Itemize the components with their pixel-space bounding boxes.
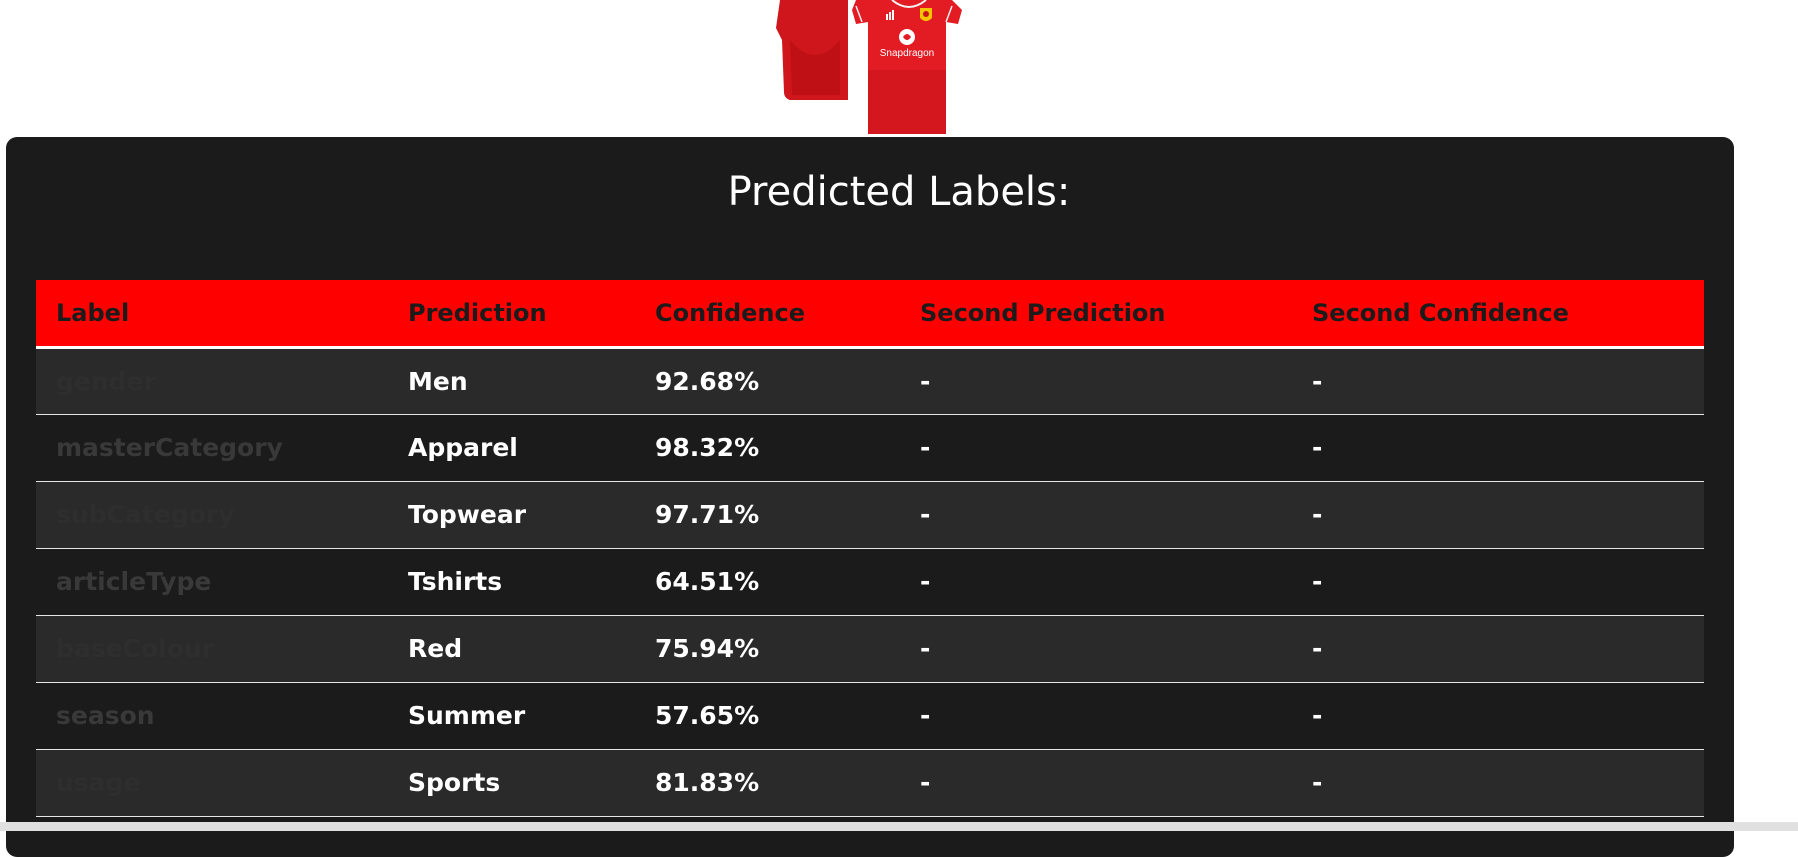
second-confidence-cell: -: [1312, 433, 1323, 462]
label-cell: subCategory: [56, 500, 235, 529]
brand-logo-icon: [886, 10, 894, 20]
column-header-second-confidence: Second Confidence: [1292, 280, 1704, 349]
column-header-label: Label: [36, 280, 388, 349]
second-confidence-cell: -: [1312, 366, 1323, 396]
label-cell: gender: [56, 366, 156, 396]
confidence-cell: 75.94%: [655, 634, 760, 663]
confidence-cell: 57.65%: [655, 701, 760, 730]
second-prediction-cell: -: [920, 701, 931, 730]
prediction-cell: Red: [408, 634, 463, 663]
second-prediction-cell: -: [920, 500, 931, 529]
second-prediction-cell: -: [920, 433, 931, 462]
sponsor-text: Snapdragon: [880, 48, 935, 59]
label-cell: usage: [56, 768, 141, 797]
prediction-cell: Apparel: [408, 433, 518, 462]
column-header-confidence: Confidence: [635, 280, 900, 349]
confidence-cell: 92.68%: [655, 366, 760, 396]
second-confidence-cell: -: [1312, 567, 1323, 596]
results-panel: [6, 137, 1734, 857]
prediction-cell: Sports: [408, 768, 501, 797]
second-prediction-cell: -: [920, 768, 931, 797]
label-cell: masterCategory: [56, 433, 283, 462]
table-row: articleType Tshirts 64.51% - -: [36, 548, 1704, 615]
table-row: masterCategory Apparel 98.32% - -: [36, 414, 1704, 481]
second-confidence-cell: -: [1312, 634, 1323, 663]
label-cell: baseColour: [56, 634, 214, 663]
second-prediction-cell: -: [920, 366, 931, 396]
column-header-prediction: Prediction: [388, 280, 635, 349]
predictions-table: Label Prediction Confidence Second Predi…: [36, 280, 1704, 817]
second-confidence-cell: -: [1312, 701, 1323, 730]
label-cell: articleType: [56, 567, 212, 596]
product-image: Snapdragon: [770, 0, 970, 138]
confidence-cell: 81.83%: [655, 768, 760, 797]
second-prediction-cell: -: [920, 567, 931, 596]
confidence-cell: 97.71%: [655, 500, 760, 529]
table-row: subCategory Topwear 97.71% - -: [36, 481, 1704, 548]
jersey-image: Snapdragon: [776, 0, 962, 134]
second-confidence-cell: -: [1312, 500, 1323, 529]
panel-title: Predicted Labels:: [727, 169, 1071, 215]
confidence-cell: 98.32%: [655, 433, 760, 462]
prediction-cell: Tshirts: [408, 567, 503, 596]
table-row: usage Sports 81.83% - -: [36, 749, 1704, 816]
table-header-row: Label Prediction Confidence Second Predi…: [36, 280, 1704, 349]
table-row: gender Men 92.68% - -: [36, 347, 1704, 414]
prediction-cell: Men: [408, 366, 468, 396]
second-prediction-cell: -: [920, 634, 931, 663]
prediction-cell: Summer: [408, 701, 526, 730]
club-crest-icon: [920, 8, 932, 21]
table-row: baseColour Red 75.94% - -: [36, 615, 1704, 682]
table-row: season Summer 57.65% - -: [36, 682, 1704, 749]
second-confidence-cell: -: [1312, 768, 1323, 797]
confidence-cell: 64.51%: [655, 567, 760, 596]
window-bottom-edge: [0, 822, 1798, 831]
column-header-second-prediction: Second Prediction: [900, 280, 1292, 349]
label-cell: season: [56, 701, 155, 730]
prediction-cell: Topwear: [408, 500, 527, 529]
